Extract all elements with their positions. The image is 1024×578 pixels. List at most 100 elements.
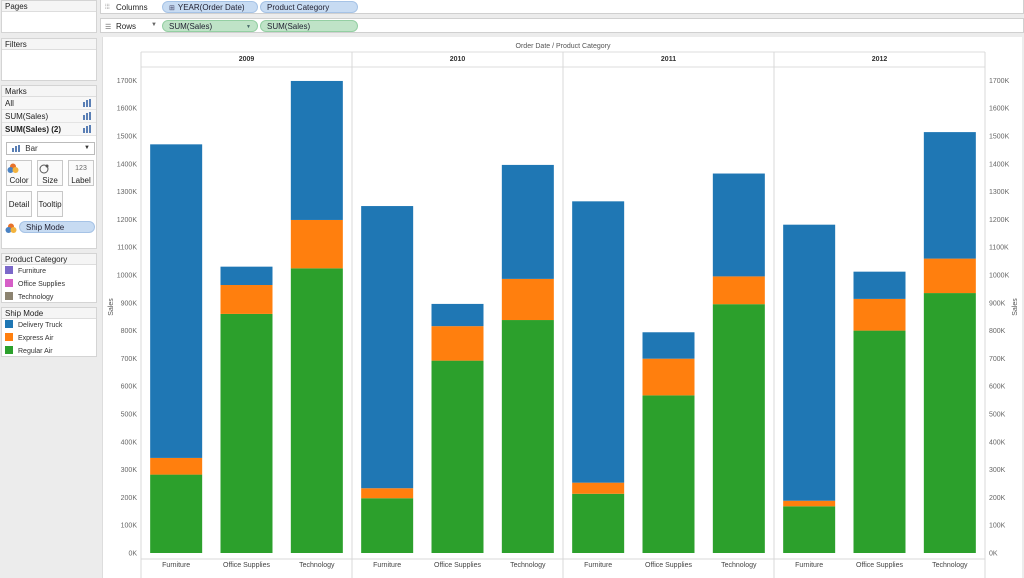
mark-type-select[interactable]: Bar ▼ <box>6 142 95 155</box>
legend-item[interactable]: Furniture <box>2 265 96 278</box>
pages-card[interactable]: Pages <box>1 0 97 33</box>
y-tick-label: 100K <box>121 523 138 530</box>
ship-mode-pill-label: Ship Mode <box>26 223 65 232</box>
bar-segment[interactable] <box>150 457 203 475</box>
legend-item-label: Delivery Truck <box>18 322 63 329</box>
bar-segment[interactable] <box>642 332 695 359</box>
bar-segment[interactable] <box>150 474 203 553</box>
bar-segment[interactable] <box>712 173 765 277</box>
y-tick-label-right: 700K <box>989 356 1006 363</box>
bar-segment[interactable] <box>783 500 836 507</box>
bar-segment[interactable] <box>923 293 976 553</box>
columns-shelf-label: Columns <box>116 3 148 12</box>
rows-shelf[interactable]: ☰ Rows ▼ SUM(Sales) ▼ SUM(Sales) <box>100 18 1024 33</box>
bar-segment[interactable] <box>220 285 273 314</box>
bar-segment[interactable] <box>290 80 343 220</box>
legend-item-label: Furniture <box>18 268 47 275</box>
bar-segment[interactable] <box>361 488 414 499</box>
bar-segment[interactable] <box>361 498 414 553</box>
legend-item[interactable]: Office Supplies <box>2 278 96 291</box>
y-tick-label: 1000K <box>117 273 138 280</box>
bar-segment[interactable] <box>431 360 484 553</box>
legend-item[interactable]: Express Air <box>2 332 96 345</box>
y-tick-label: 0K <box>128 551 137 558</box>
bar-segment[interactable] <box>923 132 976 259</box>
x-tick-label: Furniture <box>584 562 612 569</box>
bar-segment[interactable] <box>220 266 273 286</box>
color-button[interactable]: Color <box>6 160 32 186</box>
bar-segment[interactable] <box>501 164 554 279</box>
bar-segment[interactable] <box>712 304 765 553</box>
bar-segment[interactable] <box>572 201 625 483</box>
bar-segment[interactable] <box>361 206 414 489</box>
size-icon <box>39 164 49 174</box>
pill-label: Product Category <box>267 3 330 12</box>
y-tick-label: 500K <box>121 412 138 419</box>
bar-segment[interactable] <box>642 395 695 553</box>
pill-label: SUM(Sales) <box>267 22 311 31</box>
sum-sales-2-pill[interactable]: SUM(Sales) <box>260 20 358 32</box>
y-tick-label: 300K <box>121 467 138 474</box>
mark-type-value: Bar <box>25 144 38 153</box>
marks-row-sum-sales[interactable]: SUM(Sales) <box>2 110 96 123</box>
bar-segment[interactable] <box>572 493 625 553</box>
year-order-date-pill[interactable]: ⊞ YEAR(Order Date) <box>162 1 258 13</box>
bar-segment[interactable] <box>501 278 554 321</box>
color-swatch <box>5 266 13 274</box>
bar-segment[interactable] <box>431 303 484 327</box>
marks-row-all[interactable]: All <box>2 97 96 110</box>
marks-row-label: SUM(Sales) <box>5 112 49 121</box>
bar-segment[interactable] <box>642 358 695 396</box>
bar-segment[interactable] <box>220 313 273 553</box>
bar-segment[interactable] <box>853 298 906 331</box>
color-swatch <box>5 320 13 328</box>
y-tick-label-right: 1200K <box>989 217 1010 224</box>
filters-card[interactable]: Filters <box>1 38 97 81</box>
y-tick-label-right: 300K <box>989 467 1006 474</box>
legend-item[interactable]: Regular Air <box>2 345 96 358</box>
y-tick-label-right: 1600K <box>989 106 1010 113</box>
columns-shelf[interactable]: ⦙⦙⦙ Columns ⊞ YEAR(Order Date) Product Ca… <box>100 0 1024 14</box>
bar-segment[interactable] <box>431 326 484 361</box>
legend-item-label: Express Air <box>18 335 54 342</box>
bar-segment[interactable] <box>923 258 976 294</box>
color-palette-icon <box>5 223 17 233</box>
detail-button[interactable]: Detail <box>6 191 32 217</box>
label-button-label: Label <box>71 176 91 185</box>
bar-segment[interactable] <box>783 224 836 501</box>
legend-item[interactable]: Technology <box>2 291 96 304</box>
bar-segment[interactable] <box>501 320 554 553</box>
legend-item[interactable]: Delivery Truck <box>2 319 96 332</box>
marks-row-sum-sales-2[interactable]: SUM(Sales) (2) <box>2 123 96 136</box>
size-button[interactable]: Size <box>37 160 63 186</box>
year-header: 2009 <box>239 56 255 63</box>
bar-segment[interactable] <box>290 268 343 553</box>
bar-chart-icon <box>83 112 91 120</box>
sidebar: Pages Filters Marks All SUM(Sales) SUM(S… <box>0 0 99 578</box>
bar-segment[interactable] <box>290 219 343 269</box>
y-tick-label: 1500K <box>117 134 138 141</box>
chevron-down-icon[interactable]: ▼ <box>151 22 157 28</box>
expand-plus-icon[interactable]: ⊞ <box>169 5 175 12</box>
marks-card: Marks All SUM(Sales) SUM(Sales) (2) Bar … <box>1 85 97 249</box>
color-swatch <box>5 279 13 287</box>
bar-segment[interactable] <box>150 144 203 458</box>
bar-segment[interactable] <box>853 330 906 553</box>
y-tick-label: 800K <box>121 328 138 335</box>
chevron-down-icon[interactable]: ▼ <box>246 24 251 30</box>
x-tick-label: Technology <box>510 562 546 569</box>
tooltip-button[interactable]: Tooltip <box>37 191 63 217</box>
ship-mode-pill[interactable]: Ship Mode <box>19 221 95 233</box>
y-tick-label-right: 1300K <box>989 189 1010 196</box>
label-button[interactable]: 123 Label <box>68 160 94 186</box>
bar-segment[interactable] <box>783 506 836 553</box>
product-category-pill[interactable]: Product Category <box>260 1 358 13</box>
bar-segment[interactable] <box>853 271 906 299</box>
y-tick-label-right: 1700K <box>989 78 1010 85</box>
sum-sales-pill[interactable]: SUM(Sales) ▼ <box>162 20 258 32</box>
y-tick-label-right: 1100K <box>989 245 1009 252</box>
label-text-icon: 123 <box>75 165 87 172</box>
bar-segment[interactable] <box>712 276 765 305</box>
bar-segment[interactable] <box>572 482 625 494</box>
